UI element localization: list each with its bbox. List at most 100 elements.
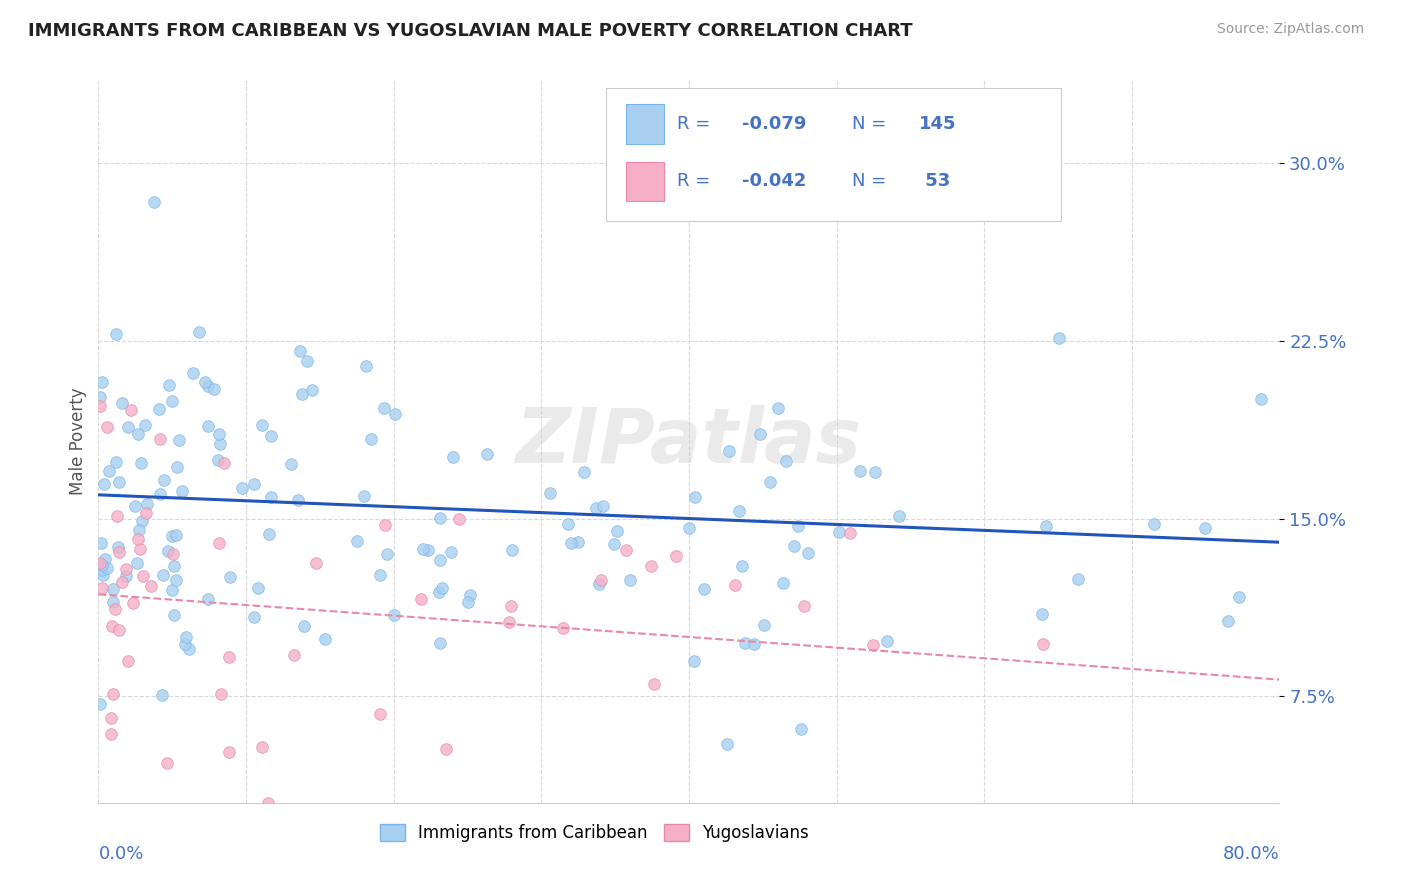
Point <box>108 475 131 489</box>
Point <box>181 366 204 380</box>
Text: Source: ZipAtlas.com: Source: ZipAtlas.com <box>1216 22 1364 37</box>
Point <box>260 490 283 504</box>
Point <box>614 543 637 558</box>
Point <box>288 343 311 358</box>
Point <box>501 599 523 613</box>
Point <box>135 497 157 511</box>
Text: IMMIGRANTS FROM CARIBBEAN VS YUGOSLAVIAN MALE POVERTY CORRELATION CHART: IMMIGRANTS FROM CARIBBEAN VS YUGOSLAVIAN… <box>28 22 912 40</box>
Point <box>91 567 114 582</box>
Point <box>1032 637 1054 651</box>
Point <box>125 556 148 570</box>
Point <box>208 427 231 442</box>
Point <box>131 514 153 528</box>
Point <box>243 609 266 624</box>
Point <box>382 607 405 622</box>
Point <box>120 402 142 417</box>
Point <box>640 559 662 574</box>
Point <box>783 539 806 553</box>
Point <box>305 556 328 570</box>
Point <box>165 528 187 542</box>
Bar <box>626 103 664 144</box>
Point <box>122 596 145 610</box>
Point <box>592 499 614 513</box>
Point <box>207 453 229 467</box>
Text: ZIPatlas: ZIPatlas <box>516 405 862 478</box>
Point <box>163 608 186 623</box>
Text: 145: 145 <box>920 115 956 133</box>
Point <box>682 655 704 669</box>
Point <box>557 516 579 531</box>
Point <box>197 378 219 392</box>
Point <box>214 456 236 470</box>
Point <box>93 476 115 491</box>
Point <box>1227 590 1250 604</box>
Point <box>280 457 302 471</box>
Point <box>194 376 217 390</box>
Text: 53: 53 <box>920 172 950 190</box>
Point <box>174 637 197 651</box>
Point <box>117 654 139 668</box>
Point <box>108 545 131 559</box>
Point <box>165 573 187 587</box>
Point <box>567 535 589 549</box>
Point <box>105 509 128 524</box>
Point <box>346 534 368 549</box>
Point <box>287 493 309 508</box>
Point <box>1194 521 1216 535</box>
Point <box>643 677 665 691</box>
Point <box>90 563 112 577</box>
Point <box>156 544 179 558</box>
Point <box>160 393 183 408</box>
Point <box>1035 519 1057 533</box>
Point <box>250 739 273 754</box>
Point <box>839 526 862 541</box>
Point <box>373 401 395 416</box>
Point <box>619 573 641 587</box>
Point <box>166 460 188 475</box>
Point <box>187 325 209 339</box>
Point <box>716 737 738 751</box>
Point <box>429 511 451 525</box>
Point <box>360 432 382 446</box>
Point <box>775 454 797 468</box>
Point <box>260 429 283 443</box>
Point <box>160 529 183 543</box>
Point <box>734 636 756 650</box>
Point <box>91 376 114 390</box>
Point <box>766 401 789 416</box>
Point <box>731 559 754 574</box>
Point <box>110 395 132 409</box>
Point <box>115 562 138 576</box>
Point <box>384 407 406 421</box>
Point <box>89 390 111 404</box>
Point <box>301 383 323 397</box>
Point <box>174 630 197 644</box>
Point <box>152 568 174 582</box>
Point <box>108 624 131 638</box>
Point <box>749 426 772 441</box>
Point <box>170 484 193 499</box>
Point <box>447 512 470 526</box>
Point <box>132 568 155 582</box>
Point <box>429 553 451 567</box>
Point <box>162 583 184 598</box>
Point <box>606 524 628 538</box>
Point <box>127 532 149 546</box>
Point <box>156 756 179 770</box>
Point <box>368 706 391 721</box>
Point <box>128 524 150 538</box>
Point <box>167 434 190 448</box>
Point <box>441 450 464 465</box>
Point <box>162 547 184 561</box>
Point <box>375 548 398 562</box>
Point <box>588 577 610 591</box>
Point <box>314 632 336 647</box>
Point <box>129 456 152 470</box>
Point <box>797 546 820 560</box>
Point <box>683 490 706 504</box>
Point <box>111 574 134 589</box>
Point <box>457 595 479 609</box>
Point <box>139 579 162 593</box>
Point <box>107 540 129 554</box>
Point <box>208 536 231 550</box>
